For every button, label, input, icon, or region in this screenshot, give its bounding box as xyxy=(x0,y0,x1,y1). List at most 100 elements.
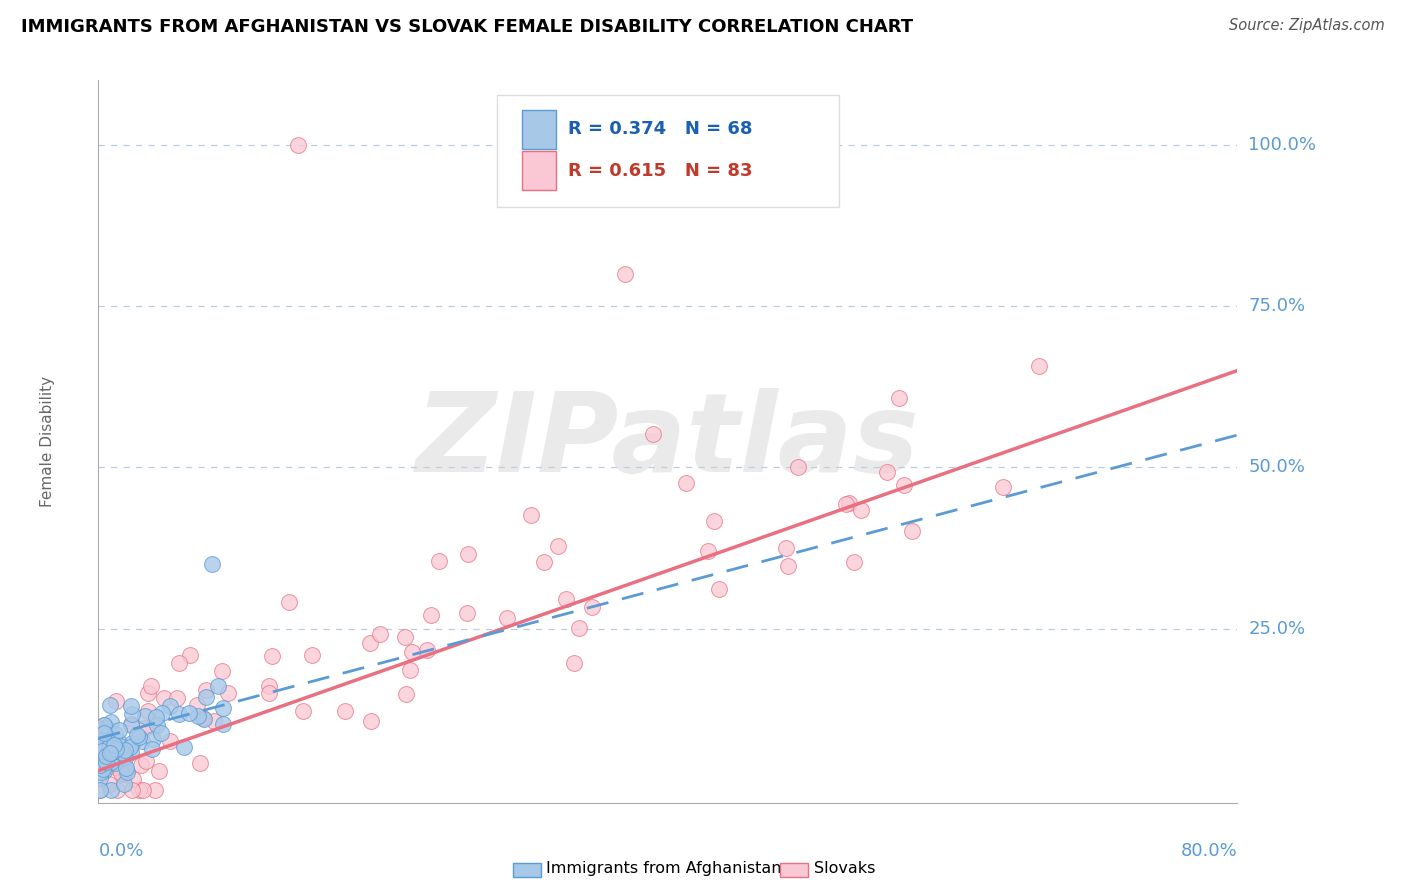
Point xyxy=(142,719,165,733)
Point xyxy=(335,705,357,719)
Point xyxy=(100,755,122,769)
Point xyxy=(581,599,603,614)
Point xyxy=(135,754,157,768)
Point xyxy=(146,717,169,731)
Text: R = 0.615   N = 83: R = 0.615 N = 83 xyxy=(568,161,752,179)
Point xyxy=(169,657,191,671)
Point xyxy=(100,738,122,752)
Point xyxy=(96,748,118,763)
Point xyxy=(97,777,120,791)
Point xyxy=(104,741,127,756)
Point xyxy=(1028,359,1050,373)
Point xyxy=(104,727,127,741)
Point xyxy=(876,465,898,479)
Point xyxy=(194,690,217,705)
Point xyxy=(93,722,115,736)
Point xyxy=(98,698,121,712)
Text: R = 0.374   N = 68: R = 0.374 N = 68 xyxy=(568,120,752,138)
Text: ZIPatlas: ZIPatlas xyxy=(416,388,920,495)
Point xyxy=(776,559,799,574)
Point xyxy=(838,496,860,510)
Point xyxy=(90,744,112,758)
Point xyxy=(134,722,156,736)
Point xyxy=(851,502,873,516)
Point xyxy=(100,715,122,730)
Text: Slovaks: Slovaks xyxy=(814,862,876,876)
Point xyxy=(134,709,156,723)
Point xyxy=(121,772,143,786)
Point xyxy=(201,557,224,571)
Point xyxy=(120,699,142,714)
Point xyxy=(399,663,422,677)
Point xyxy=(416,643,439,657)
Point xyxy=(104,760,127,774)
Point xyxy=(89,783,111,797)
Text: Source: ZipAtlas.com: Source: ZipAtlas.com xyxy=(1229,18,1385,33)
Point xyxy=(111,746,134,760)
Point xyxy=(91,762,114,776)
Point xyxy=(287,137,309,152)
Point xyxy=(108,739,131,753)
Point xyxy=(89,743,111,757)
Point xyxy=(562,657,585,671)
Point xyxy=(105,783,128,797)
Text: 75.0%: 75.0% xyxy=(1249,297,1306,315)
Point xyxy=(166,690,188,705)
Point xyxy=(121,736,143,750)
Point xyxy=(120,718,142,732)
Point xyxy=(98,746,121,760)
Point xyxy=(262,648,284,663)
Point xyxy=(91,739,114,753)
Point xyxy=(125,728,148,742)
Point xyxy=(142,731,165,746)
Point xyxy=(150,706,173,720)
Point xyxy=(121,706,143,721)
Text: IMMIGRANTS FROM AFGHANISTAN VS SLOVAK FEMALE DISABILITY CORRELATION CHART: IMMIGRANTS FROM AFGHANISTAN VS SLOVAK FE… xyxy=(21,18,914,36)
Point xyxy=(427,554,450,568)
Point xyxy=(186,698,208,712)
Point xyxy=(212,717,235,731)
Point xyxy=(202,714,225,728)
Point xyxy=(614,267,637,281)
Point xyxy=(370,626,392,640)
Point xyxy=(887,391,910,405)
Point xyxy=(257,686,280,700)
Point xyxy=(115,761,138,775)
Point xyxy=(150,726,173,740)
Point xyxy=(129,758,152,772)
Point xyxy=(94,728,117,742)
Point xyxy=(89,772,111,786)
Point xyxy=(555,591,578,606)
Point xyxy=(94,757,117,772)
Point xyxy=(159,734,181,748)
Point xyxy=(94,756,117,770)
FancyBboxPatch shape xyxy=(522,110,557,149)
Point xyxy=(94,748,117,763)
Point xyxy=(167,706,190,721)
Point xyxy=(152,691,174,706)
Point xyxy=(114,764,136,779)
Point xyxy=(547,539,569,553)
Point xyxy=(893,478,915,492)
Point xyxy=(89,783,111,797)
Point xyxy=(457,548,479,562)
Point xyxy=(111,766,134,780)
Point xyxy=(114,743,136,757)
Point xyxy=(211,701,233,715)
Point xyxy=(110,766,132,780)
Point xyxy=(703,514,725,528)
Point xyxy=(278,595,301,609)
Point xyxy=(141,742,163,756)
Point xyxy=(533,555,555,569)
Point xyxy=(131,734,153,748)
Point xyxy=(136,704,159,718)
Point xyxy=(103,738,125,752)
Point xyxy=(696,544,718,558)
Point xyxy=(104,756,127,771)
Point xyxy=(179,648,201,663)
Point xyxy=(145,710,167,724)
Point xyxy=(359,636,381,650)
Point xyxy=(193,712,215,726)
FancyBboxPatch shape xyxy=(522,151,557,191)
Point xyxy=(173,740,195,755)
